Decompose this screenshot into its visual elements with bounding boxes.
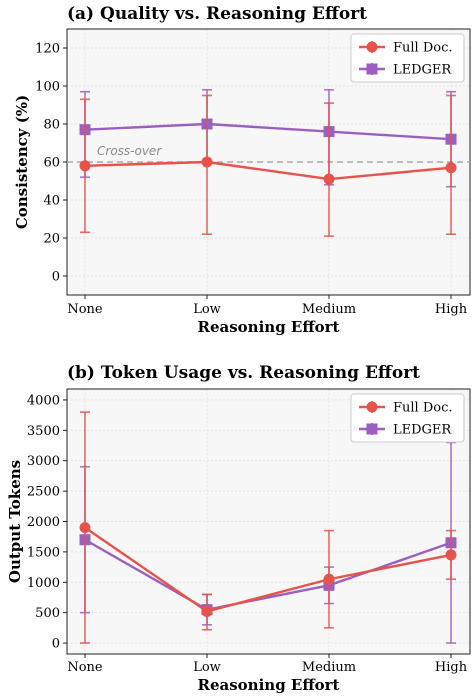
y-tick-label: 80	[43, 118, 60, 133]
series-line	[84, 122, 452, 141]
x-axis-label: Reasoning Effort	[198, 318, 340, 336]
y-tick-label: 0	[52, 270, 60, 285]
legend-marker	[366, 41, 378, 53]
crossover-label: Cross-over	[97, 144, 162, 158]
y-tick-label: 3500	[27, 424, 60, 439]
data-point	[323, 573, 335, 585]
x-axis-label: Reasoning Effort	[198, 676, 340, 694]
data-point	[79, 522, 91, 534]
chart-title: (b) Token Usage vs. Reasoning Effort	[67, 363, 420, 383]
series-line	[84, 160, 452, 181]
legend-label: LEDGER	[393, 63, 452, 78]
series-full-doc	[79, 94, 457, 237]
y-axis-label: Consistency (%)	[13, 95, 31, 229]
x-tick-label: None	[67, 302, 103, 317]
chart-title: (a) Quality vs. Reasoning Effort	[67, 4, 367, 24]
x-tick-label: Low	[193, 302, 221, 317]
x-tick-label: High	[435, 660, 468, 675]
data-point	[323, 173, 335, 185]
x-tick-label: Medium	[302, 302, 356, 317]
data-point	[201, 156, 213, 168]
legend-marker	[366, 63, 378, 75]
data-point	[79, 160, 91, 172]
data-point	[201, 605, 213, 617]
legend-marker	[366, 401, 378, 413]
legend-label: LEDGER	[393, 423, 452, 438]
legend: Full Doc. LEDGER	[350, 393, 465, 443]
y-tick-label: 40	[43, 194, 60, 209]
y-tick-label: 100	[35, 80, 60, 95]
data-point	[445, 162, 457, 174]
legend-label: Full Doc.	[393, 401, 453, 416]
series-line	[84, 538, 452, 611]
y-tick-label: 60	[43, 156, 60, 171]
y-tick-label: 4000	[27, 393, 60, 408]
x-tick-label: Medium	[302, 660, 356, 675]
legend-marker	[366, 423, 378, 435]
y-tick-label: 3000	[27, 454, 60, 469]
legend-label: Full Doc.	[393, 41, 453, 56]
y-axis-label: Output Tokens	[6, 460, 24, 583]
legend: Full Doc. LEDGER	[350, 33, 465, 83]
chart-panel-b: (b) Token Usage vs. Reasoning Effort 0 500…	[6, 363, 471, 694]
x-tick-label: None	[67, 660, 103, 675]
series-line	[84, 526, 452, 613]
chart-panel-a: (a) Quality vs. Reasoning Effort 0 20 40 60 8…	[13, 4, 471, 336]
y-tick-label: 500	[35, 606, 60, 621]
data-point	[445, 549, 457, 561]
series-full-doc	[79, 411, 457, 644]
y-tick-label: 1000	[27, 576, 60, 591]
x-tick-label: High	[435, 302, 468, 317]
y-tick-label: 0	[52, 637, 60, 652]
y-tick-label: 120	[35, 42, 60, 57]
y-tick-label: 1500	[27, 545, 60, 560]
y-tick-label: 2000	[27, 515, 60, 530]
y-tick-label: 2500	[27, 485, 60, 500]
x-tick-label: Low	[193, 660, 221, 675]
y-tick-label: 20	[43, 232, 60, 247]
